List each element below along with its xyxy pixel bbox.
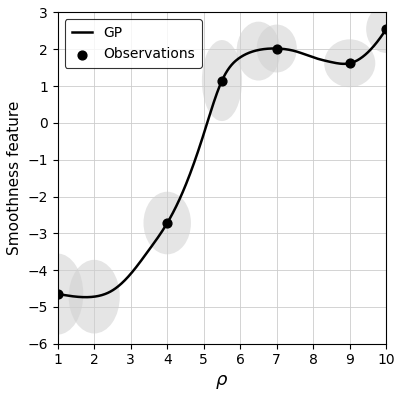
GP [83,295,87,300]
Observations [164,220,170,226]
Y-axis label: Smoothness feature: Smoothness feature [7,101,22,255]
GP [55,292,60,297]
GP [324,59,329,64]
Ellipse shape [365,5,401,53]
Observations [273,45,279,52]
Observations [218,77,225,84]
GP [376,37,381,42]
Legend: GP, Observations: GP, Observations [65,20,202,68]
GP [383,27,388,31]
Observations [55,291,61,297]
X-axis label: $\rho$: $\rho$ [215,373,228,391]
GP [211,98,216,103]
Ellipse shape [69,260,119,334]
Ellipse shape [236,21,279,80]
Ellipse shape [32,254,83,335]
Ellipse shape [323,39,375,87]
Observations [382,26,389,32]
GP [233,58,238,63]
Line: GP: GP [58,29,385,297]
Ellipse shape [143,192,190,254]
GP [251,49,256,53]
Ellipse shape [201,40,241,121]
Observations [346,60,352,66]
GP [213,92,218,97]
Ellipse shape [256,25,296,72]
